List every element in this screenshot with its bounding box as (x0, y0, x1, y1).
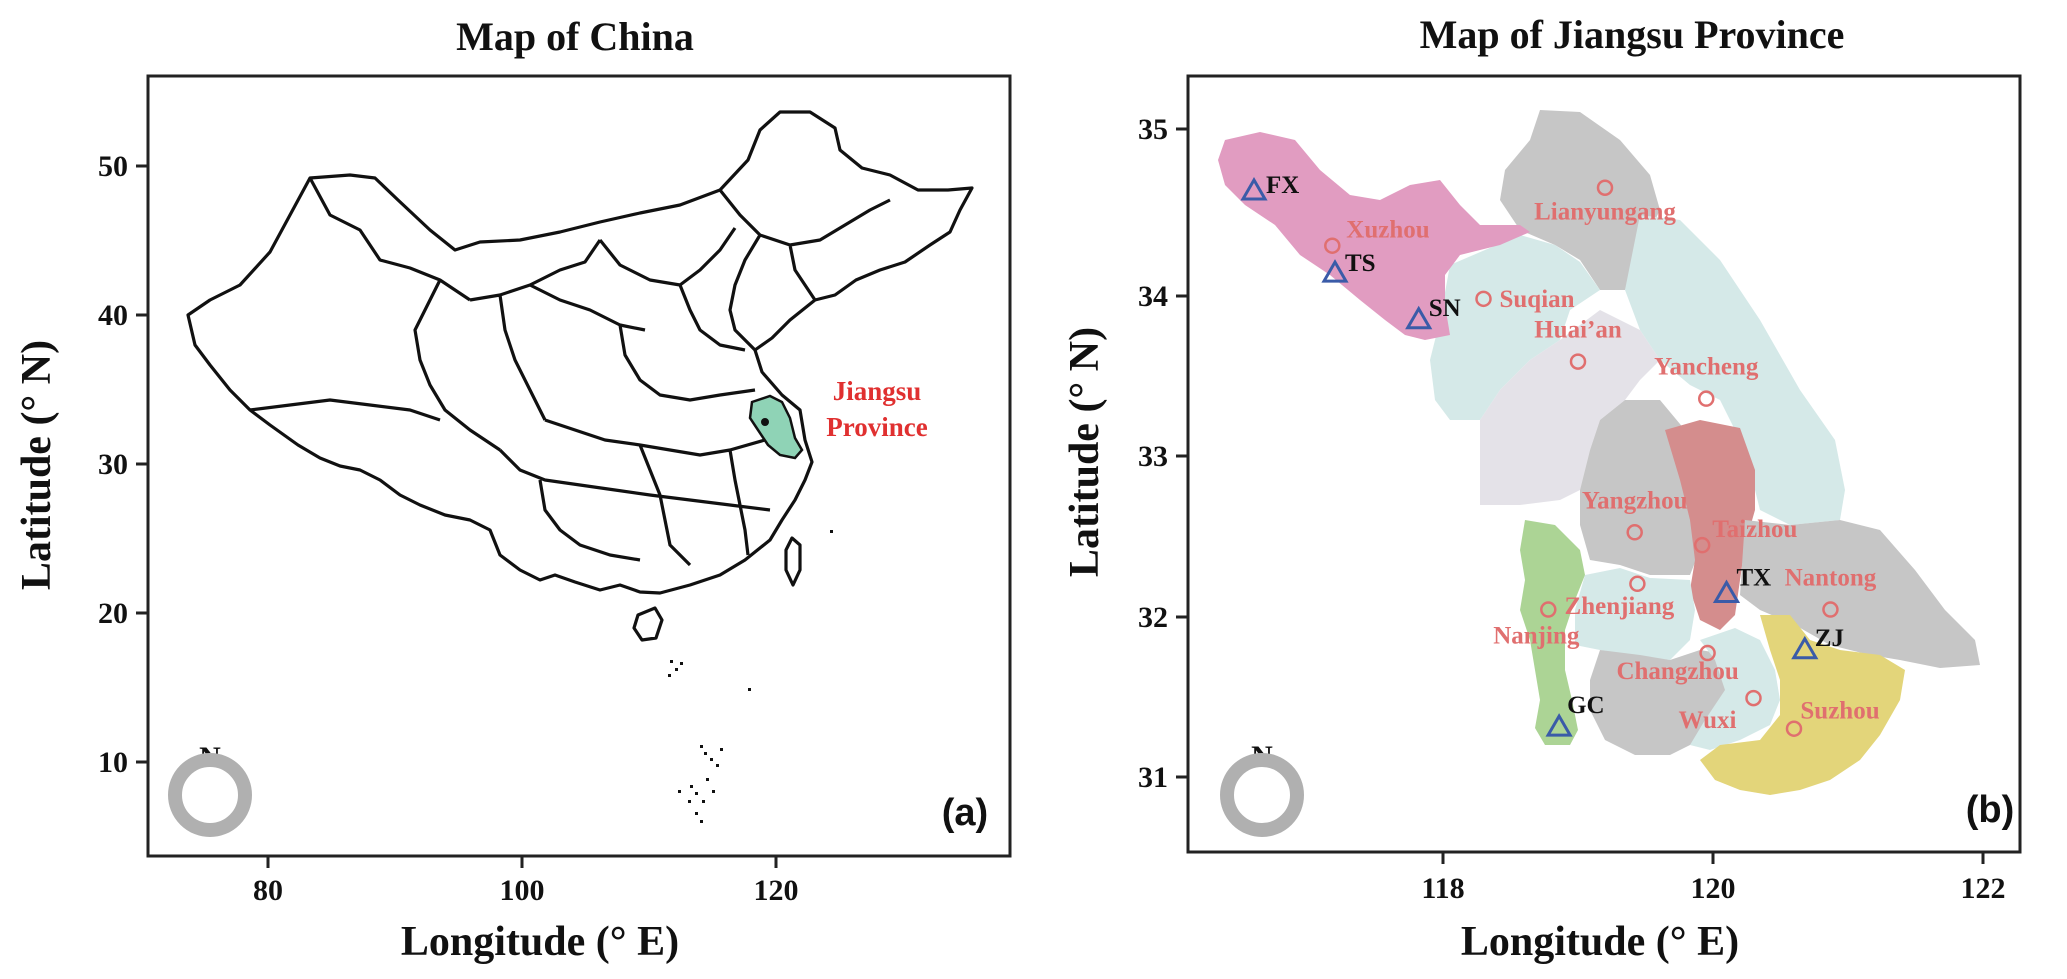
city-marker (1745, 689, 1762, 707)
city-label: Taizhou (1712, 516, 1797, 543)
y-tick-label: 33 (1138, 440, 1168, 473)
city-marker (1540, 601, 1557, 618)
city-label: Lianyungang (1534, 199, 1676, 226)
city-label: Wuxi (1679, 707, 1737, 734)
region-xuzhou (1218, 132, 1530, 340)
y-tick-label: 32 (1138, 601, 1168, 634)
city-label: Changzhou (1616, 658, 1738, 685)
y-tick-label: 30 (98, 448, 128, 481)
city-marker (1475, 290, 1492, 308)
x-tick-label: 100 (500, 874, 545, 907)
city-marker (1626, 524, 1643, 541)
site-marker (1321, 259, 1349, 283)
city-label: Suqian (1500, 286, 1575, 313)
region-nantong (1740, 520, 1980, 668)
north-arrow-a: N (168, 741, 252, 837)
y-tick-label: 40 (98, 299, 128, 332)
north-arrow-b: N (1220, 740, 1304, 837)
panel-b-frame (1186, 74, 2022, 854)
panel-a-ylabel: Latitude (° N) (14, 340, 60, 590)
panel-a-x-axis: 80 100 120 (253, 856, 799, 907)
jiangsu-highlight (748, 394, 804, 460)
site-label: TS (1345, 250, 1376, 277)
city-markers: Lianyungang Xuzhou Suqian Huai’an Yancheng Ya… (1324, 179, 1880, 737)
y-tick-label: 20 (98, 597, 128, 630)
city-marker (1698, 390, 1715, 407)
province-borders (249, 177, 891, 567)
panel-a: Map of China (14, 14, 1012, 965)
jiangsu-label-line2: Province (826, 412, 927, 442)
panel-b: Map of Jiangsu Province (1062, 12, 2022, 965)
panel-b-xlabel: Longitude (° E) (1461, 919, 1739, 965)
site-label: FX (1266, 172, 1299, 199)
region-suzhou (1700, 615, 1905, 795)
y-tick-label: 10 (98, 746, 128, 779)
panel-b-y-axis: 31 32 33 34 35 (1138, 113, 1188, 794)
site-marker (1545, 713, 1573, 737)
x-tick-label: 80 (253, 874, 283, 907)
panel-b-title: Map of Jiangsu Province (1420, 12, 1845, 57)
city-label: Zhenjiang (1565, 593, 1675, 620)
y-tick-label: 50 (98, 150, 128, 183)
region-zhenjiang (1575, 568, 1695, 660)
city-marker (1569, 353, 1587, 370)
y-tick-label: 34 (1138, 280, 1168, 313)
city-marker (1699, 644, 1716, 662)
city-marker (1785, 720, 1803, 737)
site-label: SN (1429, 295, 1461, 322)
region-taizhou (1665, 420, 1755, 630)
x-tick-label: 122 (1961, 872, 2006, 905)
x-tick-label: 118 (1421, 872, 1464, 905)
taiwan-island (784, 536, 802, 587)
city-marker (1596, 179, 1614, 196)
jiangsu-label-line1: Jiangsu (833, 376, 922, 406)
city-label: Yangzhou (1582, 487, 1688, 514)
region-suqian (1430, 235, 1600, 420)
region-nanjing (1520, 520, 1585, 745)
north-ring-a (168, 753, 252, 837)
x-tick-label: 120 (754, 874, 799, 907)
panel-a-frame (146, 74, 1012, 858)
city-label: Nanjing (1493, 623, 1580, 650)
region-huaian (1480, 310, 1660, 505)
jiangsu-regions (1218, 110, 1980, 795)
city-label: Nantong (1785, 565, 1877, 592)
region-yancheng (1625, 215, 1845, 525)
north-ring-b (1220, 753, 1304, 837)
site-label: GC (1567, 692, 1605, 719)
site-marker (1712, 579, 1741, 603)
y-tick-label: 35 (1138, 113, 1168, 146)
south-china-sea-islands (668, 530, 833, 823)
hainan-island (632, 606, 664, 642)
region-lianyungang (1500, 110, 1660, 290)
site-markers: FX TS SN TX ZJ GC (1240, 172, 1844, 737)
city-marker (1629, 575, 1646, 593)
panel-a-title: Map of China (456, 14, 694, 59)
x-tick-label: 120 (1691, 872, 1736, 905)
site-label: ZJ (1815, 625, 1844, 652)
y-tick-label: 31 (1138, 761, 1168, 794)
panel-a-tag: (a) (942, 792, 988, 834)
city-marker (1693, 536, 1711, 554)
panel-b-x-axis: 118 120 122 (1421, 852, 2006, 905)
panel-b-tag: (b) (1966, 789, 2015, 831)
city-label: Xuzhou (1346, 217, 1429, 244)
city-marker (1324, 237, 1341, 254)
panel-b-ylabel: Latitude (° N) (1062, 327, 1108, 577)
site-label: TX (1737, 564, 1772, 591)
city-marker (1822, 601, 1839, 618)
china-outline (186, 110, 974, 595)
city-label: Yancheng (1654, 354, 1759, 381)
jiangsu-dot (761, 418, 769, 426)
site-marker (1791, 635, 1819, 660)
china-map (186, 110, 974, 823)
region-wuxi (1690, 628, 1780, 750)
site-marker (1240, 176, 1268, 201)
city-label: Suzhou (1800, 698, 1879, 725)
city-label: Huai’an (1534, 317, 1622, 344)
panel-a-xlabel: Longitude (° E) (401, 919, 679, 965)
panel-a-y-axis: 10 20 30 40 50 (98, 150, 148, 779)
site-marker (1405, 305, 1433, 330)
